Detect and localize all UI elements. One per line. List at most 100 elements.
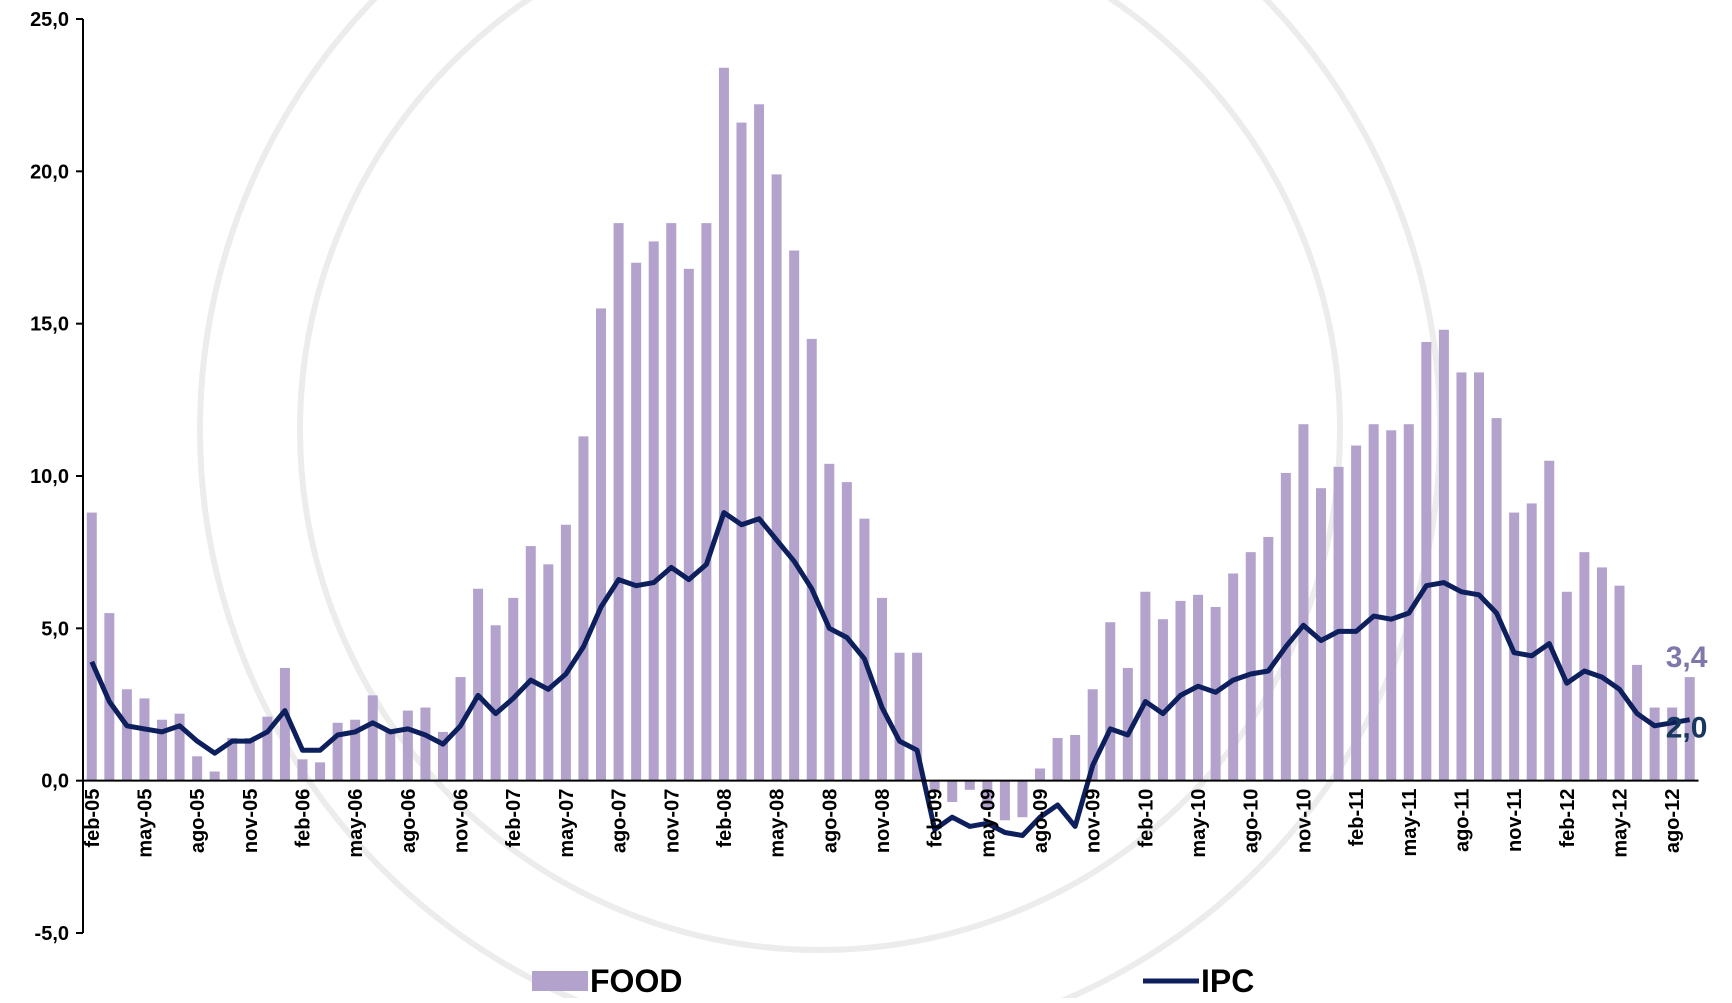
x-tick-label: feb-10 — [1135, 789, 1157, 848]
bar — [1491, 418, 1502, 781]
bar — [1421, 341, 1432, 781]
x-tick-label: ago-09 — [1030, 789, 1052, 853]
x-tick-label: ago-07 — [609, 789, 631, 853]
bar — [139, 698, 150, 781]
bar — [841, 482, 852, 781]
line — [89, 510, 1691, 838]
x-tick-label: feb-11 — [1346, 789, 1368, 847]
bar — [1386, 430, 1397, 781]
bar — [701, 223, 712, 781]
x-tick-label: ago-05 — [187, 789, 209, 853]
y-tick-label: 0,0 — [41, 771, 69, 793]
bar — [1632, 664, 1643, 781]
bar — [1526, 503, 1537, 781]
bar — [596, 308, 607, 781]
bar — [1474, 372, 1485, 781]
bar — [1368, 424, 1379, 781]
x-tick-label: ago-06 — [398, 789, 420, 853]
data-label: 2,0 — [1666, 712, 1708, 745]
bar — [718, 67, 729, 781]
bar — [1228, 573, 1239, 781]
x-tick-label: feb-06 — [293, 789, 315, 848]
bar — [947, 780, 958, 802]
x-tick-label: may-06 — [345, 789, 367, 858]
bar — [86, 512, 97, 781]
x-tick-label: nov-11 — [1504, 789, 1526, 852]
bar — [1280, 472, 1291, 781]
data-label: 3,4 — [1666, 641, 1708, 674]
y-tick-label: 5,0 — [41, 618, 69, 640]
bar — [771, 174, 782, 781]
x-tick-label: ago-10 — [1241, 789, 1263, 853]
bar — [209, 771, 220, 781]
bar — [929, 780, 940, 790]
bar — [1579, 552, 1590, 781]
bar — [1596, 567, 1607, 781]
bar — [350, 719, 361, 781]
bar — [262, 716, 273, 781]
bar — [876, 597, 887, 781]
bar — [1035, 768, 1046, 781]
x-tick-label: may-12 — [1610, 789, 1632, 858]
bar — [490, 625, 501, 781]
bar — [1263, 536, 1274, 781]
bar — [736, 122, 747, 781]
bar — [982, 780, 993, 809]
x-tick-label: nov-06 — [451, 789, 473, 853]
bar — [1333, 466, 1344, 781]
bar — [420, 707, 431, 781]
watermark-ring — [297, 0, 1343, 953]
x-tick-label: nov-09 — [1083, 789, 1105, 853]
bar — [473, 588, 484, 781]
legend-label: IPC — [1201, 963, 1254, 998]
bar — [1456, 372, 1467, 781]
legend-swatch — [532, 971, 588, 991]
y-tick-label: -5,0 — [35, 923, 69, 945]
x-tick-label: may-05 — [134, 789, 156, 858]
x-tick-label: may-11 — [1399, 789, 1421, 857]
bar — [227, 738, 238, 781]
bar — [1438, 329, 1449, 781]
bar — [297, 759, 308, 781]
x-tick-label: feb-05 — [82, 789, 104, 848]
y-tick-label: 15,0 — [30, 314, 69, 336]
bar — [174, 713, 185, 781]
y-tick-label: 10,0 — [30, 466, 69, 488]
bar — [964, 780, 975, 790]
bar — [1052, 738, 1063, 781]
x-tick-label: nov-08 — [872, 789, 894, 853]
bar — [560, 524, 571, 781]
bar — [385, 731, 396, 781]
bar — [1017, 780, 1028, 818]
bar — [332, 722, 343, 781]
x-tick-label: feb-12 — [1557, 789, 1579, 848]
bar — [1087, 689, 1098, 781]
x-tick-label: may-09 — [977, 789, 999, 858]
bar — [437, 731, 448, 781]
bar — [1157, 619, 1168, 781]
bar — [1649, 707, 1660, 781]
x-tick-label: nov-07 — [661, 789, 683, 853]
x-tick-label: ago-11 — [1451, 789, 1473, 852]
x-tick-label: nov-05 — [240, 789, 262, 853]
bar — [1175, 600, 1186, 781]
bar — [754, 104, 765, 781]
bar — [631, 262, 642, 781]
bar — [1105, 622, 1116, 781]
bar — [1298, 424, 1309, 781]
bar — [1684, 677, 1695, 781]
y-tick-label: 20,0 — [30, 161, 69, 183]
bar — [666, 223, 677, 781]
bar — [315, 762, 326, 781]
bar — [244, 738, 255, 781]
bar — [912, 652, 923, 781]
bar — [157, 719, 168, 781]
bar — [192, 756, 203, 781]
bar — [543, 564, 554, 781]
x-tick-label: may-07 — [556, 789, 578, 858]
bar — [859, 518, 870, 781]
bar — [1245, 552, 1256, 781]
bar — [1315, 488, 1326, 781]
bar — [402, 710, 413, 781]
